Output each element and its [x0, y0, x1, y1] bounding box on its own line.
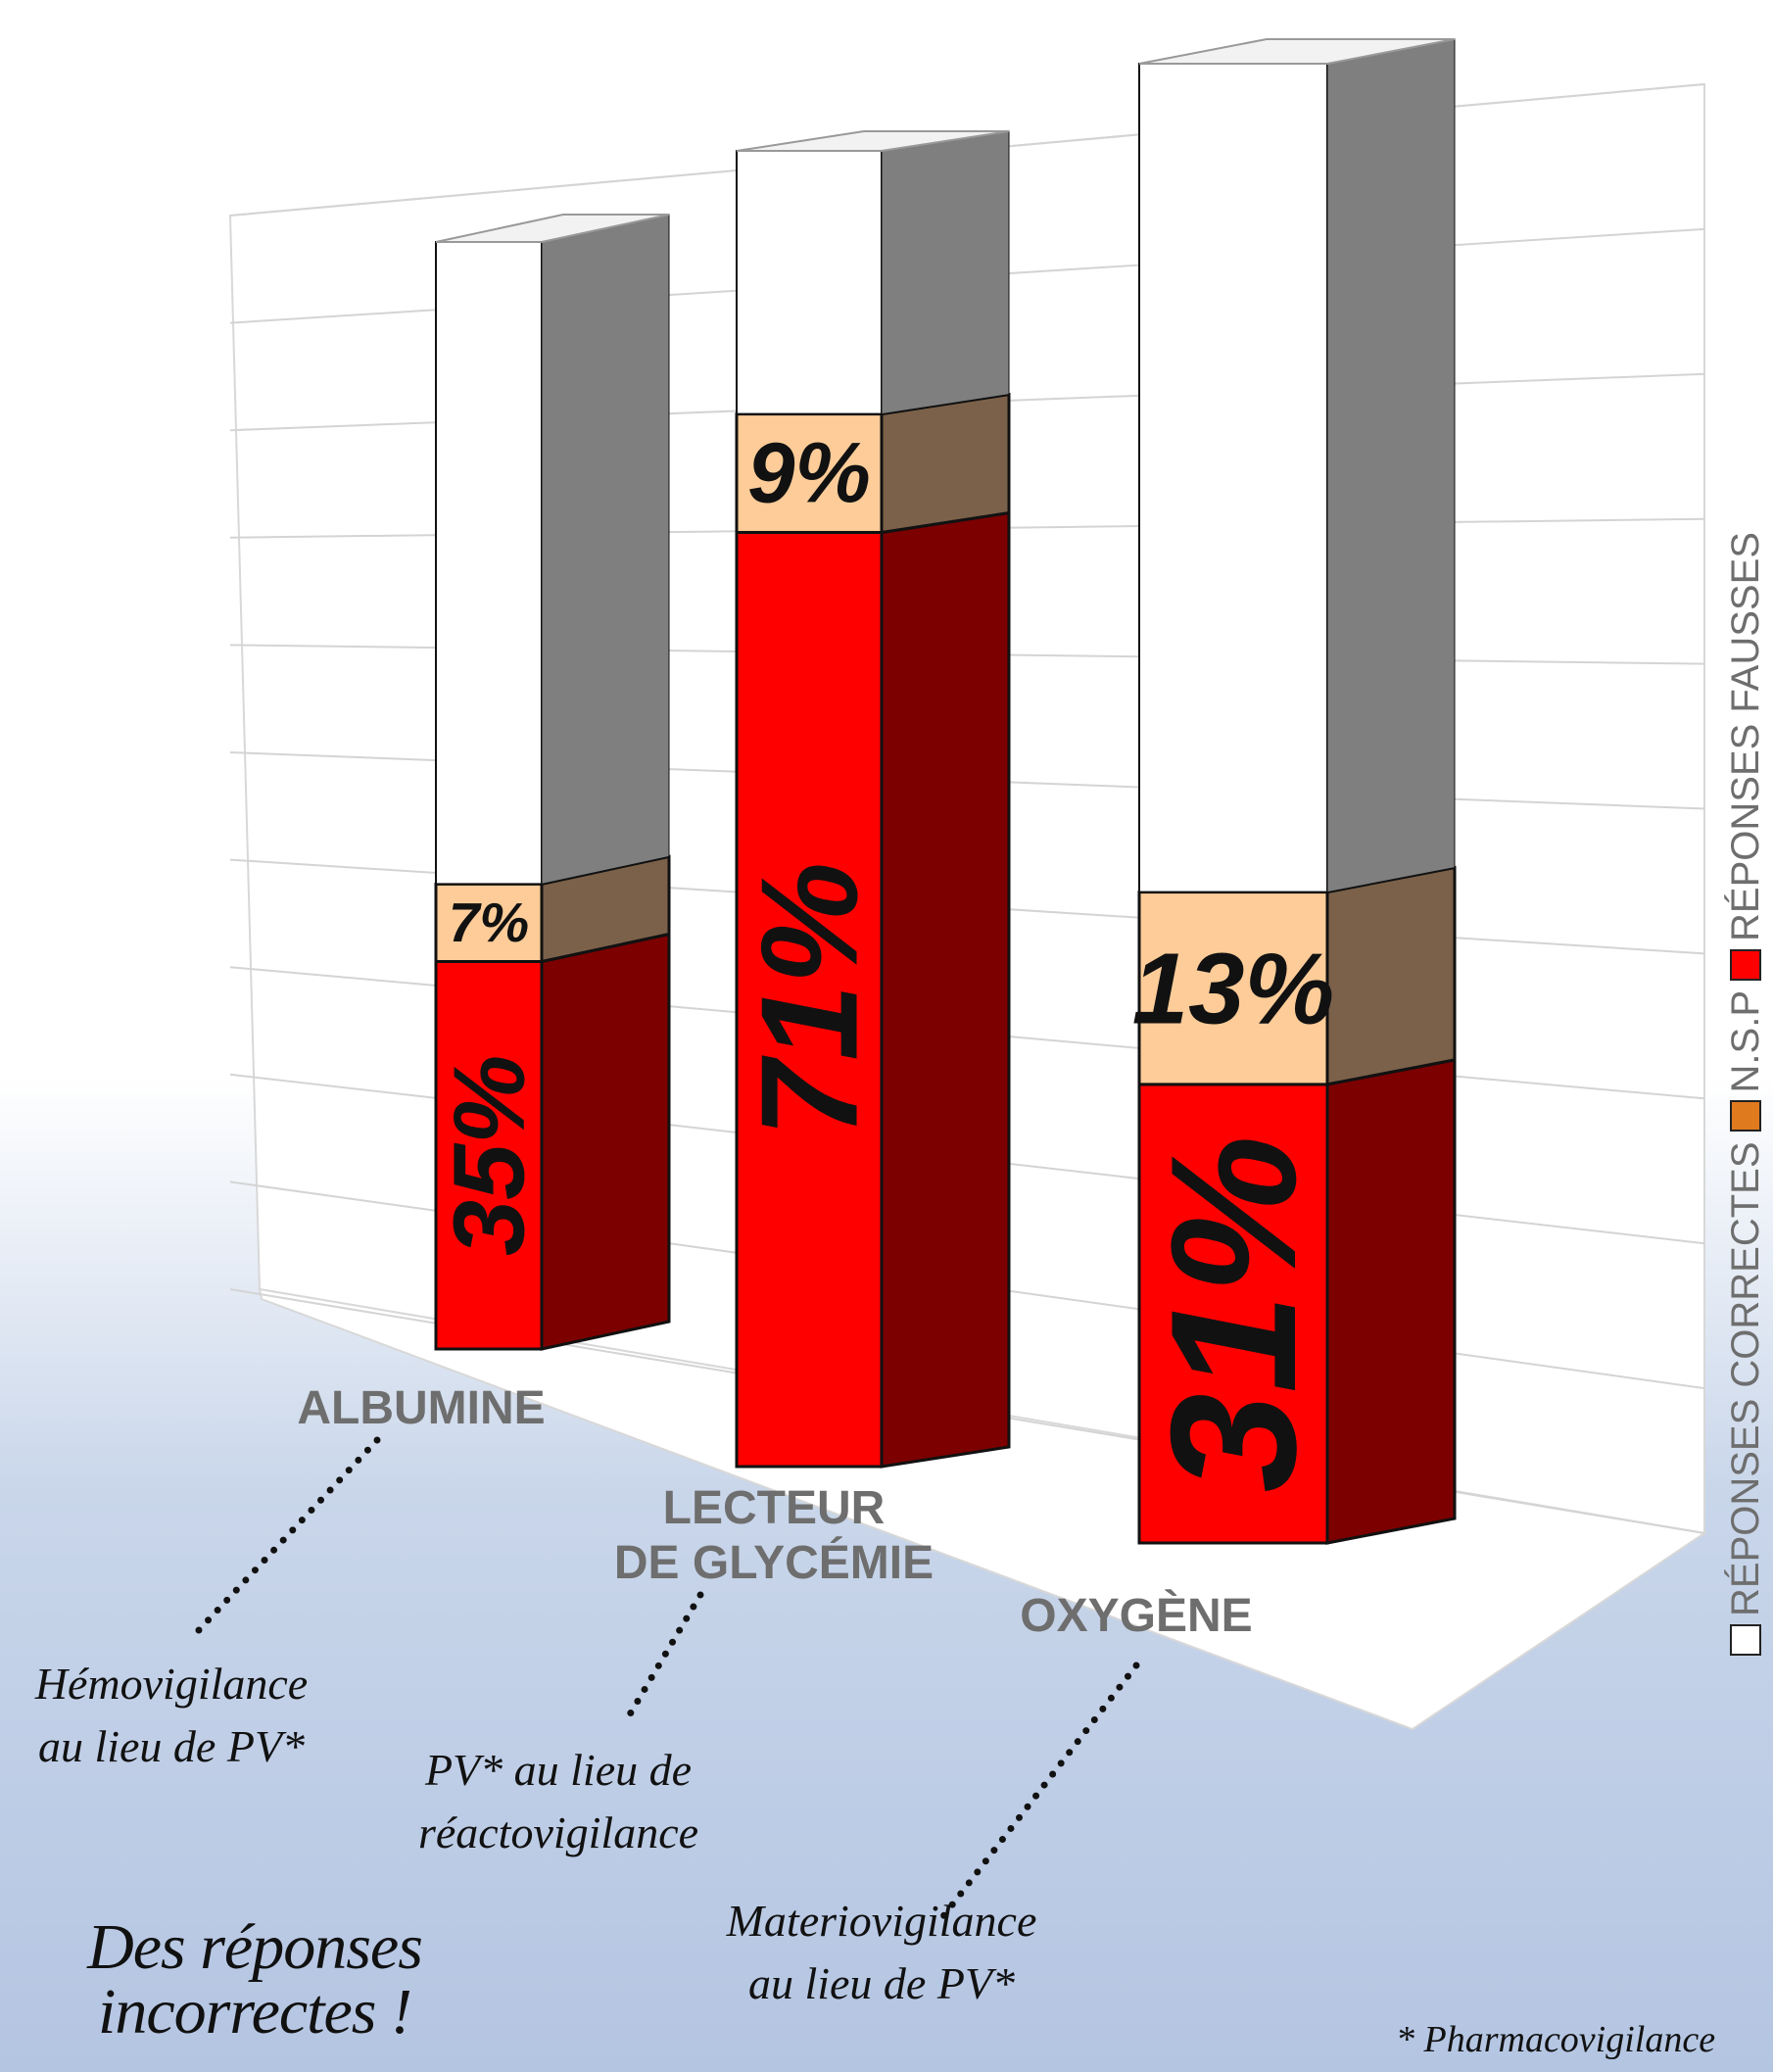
leader-line-oxygene: [936, 1662, 1140, 1924]
annotation-lecteur-line1: PV* au lieu de: [424, 1745, 693, 1795]
footnote: * Pharmacovigilance: [1396, 2019, 1716, 2060]
legend-swatch-nsp: [1730, 1100, 1761, 1132]
data-label-oxygene-nsp: 13%: [1132, 932, 1335, 1044]
bar-oxygene-correctes-front: [1138, 63, 1328, 893]
category-label-albumine: ALBUMINE: [297, 1382, 546, 1434]
bar-oxygene-fausses-front: [1137, 1083, 1329, 1545]
category-label-lecteur-line1: LECTEUR: [662, 1482, 886, 1534]
annotation-albumine-line2: au lieu de PV*: [37, 1721, 306, 1771]
bar-albumine-correctes-front: [435, 241, 543, 886]
bars-group: 35% 7% 71% 9% 31% 13%: [433, 38, 1457, 1545]
leader-line-lecteur: [623, 1591, 704, 1723]
bar-albumine-fausses-front: [434, 960, 544, 1351]
bar-oxygene-top-cap: [1138, 38, 1456, 65]
annotation-oxygene-line1: Materiovigilance: [726, 1896, 1037, 1946]
legend-label-fausses: RÉPONSES FAUSSES: [1723, 532, 1767, 941]
category-label-lecteur-line2: DE GLYCÉMIE: [613, 1537, 934, 1589]
data-label-lecteur-nsp: 9%: [747, 426, 871, 521]
data-label-oxygene-fausses: 31%: [1133, 1134, 1333, 1492]
data-label-lecteur-fausses: 71%: [733, 862, 886, 1137]
legend-swatch-fausses: [1730, 948, 1761, 981]
headline: Des réponses incorrectes !: [49, 1915, 460, 2045]
legend-swatch-correctes: [1730, 1624, 1761, 1656]
legend-label-correctes: RÉPONSES CORRECTES: [1723, 1141, 1767, 1616]
annotation-albumine-line1: Hémovigilance: [34, 1659, 309, 1709]
category-label-lecteur: LECTEUR DE GLYCÉMIE: [568, 1481, 980, 1591]
data-label-albumine-fausses: 35%: [433, 1055, 546, 1256]
bar-lecteur-top-cap: [736, 130, 1010, 152]
annotation-lecteur-line2: réactovigilance: [417, 1807, 699, 1857]
bar-lecteur-fausses-front: [735, 530, 884, 1469]
category-label-oxygene: OXYGÈNE: [1020, 1590, 1253, 1642]
bar-albumine-top-cap: [435, 214, 670, 243]
annotation-lecteur: PV* au lieu de réactovigilance: [397, 1739, 720, 1864]
annotation-albumine: Hémovigilance au lieu de PV*: [10, 1653, 333, 1778]
data-label-albumine-nsp: 7%: [449, 891, 529, 954]
annotation-oxygene: Materiovigilance au lieu de PV*: [705, 1890, 1058, 2015]
annotation-oxygene-line2: au lieu de PV*: [747, 1958, 1016, 2008]
legend: RÉPONSES CORRECTES N.S.P RÉPONSES FAUSSE…: [1724, 284, 1767, 1656]
legend-label-nsp: N.S.P: [1723, 989, 1767, 1093]
headline-line2: incorrectes !: [98, 1976, 412, 2048]
leader-line-albumine: [194, 1436, 381, 1635]
headline-line1: Des réponses: [87, 1911, 423, 1983]
